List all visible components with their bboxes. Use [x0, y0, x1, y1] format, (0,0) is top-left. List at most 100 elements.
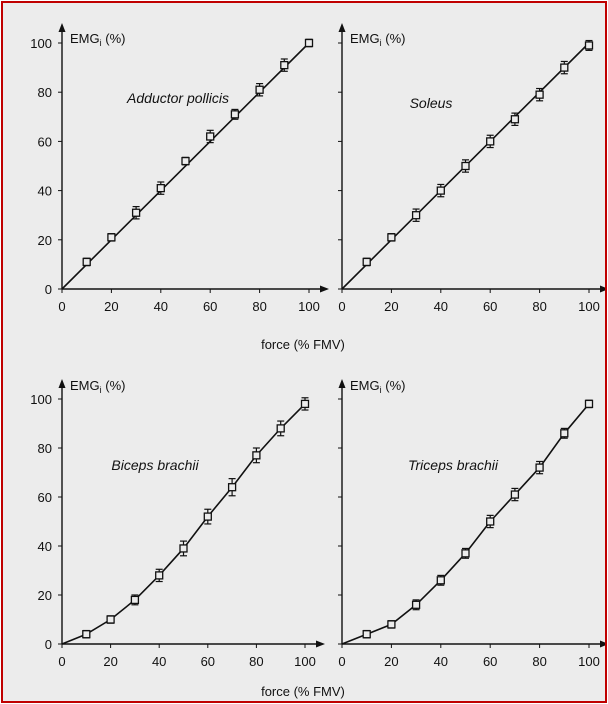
y-axis-title-sub: i: [380, 385, 382, 395]
data-point: [584, 399, 594, 409]
data-point: [436, 576, 445, 585]
data-point: [387, 620, 396, 629]
data-point: [411, 211, 421, 220]
data-point: [300, 399, 310, 409]
y-axis-title-main: EMG: [70, 31, 100, 46]
data-point: [82, 630, 91, 639]
x-tick-label: 0: [338, 299, 345, 314]
y-axis-title: EMGi (%): [350, 31, 405, 48]
y-axis-title-sub: i: [380, 38, 382, 48]
data-point: [179, 544, 188, 553]
y-tick-label: 20: [38, 588, 52, 603]
y-axis-arrow: [338, 379, 346, 388]
data-point: [156, 183, 165, 193]
y-tick-label: 0: [45, 637, 52, 652]
data-point: [535, 463, 544, 472]
y-tick-label: 60: [38, 490, 52, 505]
data-point: [252, 451, 261, 460]
data-point: [510, 115, 520, 124]
series-line: [341, 403, 590, 645]
y-axis-arrow: [58, 379, 66, 388]
x-tick-label: 20: [384, 654, 398, 669]
x-axis-arrow: [600, 285, 605, 293]
data-point: [535, 90, 544, 99]
muscle-label: Triceps brachii: [408, 457, 499, 473]
data-point: [227, 483, 237, 492]
x-tick-label: 0: [58, 299, 65, 314]
x-tick-label: 20: [104, 299, 118, 314]
chart-panel-4: 0 20 40 60 80 100 EMGi (%) Triceps brachii: [338, 378, 605, 669]
x-tick-label: 100: [578, 299, 600, 314]
data-point: [584, 41, 594, 50]
y-axis-arrow: [338, 23, 346, 32]
y-axis-title-sub: i: [100, 385, 102, 395]
data-point: [387, 233, 396, 242]
y-axis-title-unit: (%): [382, 378, 406, 393]
series-line: [61, 42, 310, 290]
data-point: [280, 60, 289, 70]
data-point: [461, 549, 470, 558]
chart-panel-1: 0 20 40 60 80 100 0 20 40 60 80 100 EMGi (%) Adductor…: [30, 23, 329, 314]
x-tick-label: 80: [532, 654, 546, 669]
data-point: [486, 517, 495, 526]
series-line: [61, 403, 306, 645]
data-point: [230, 110, 240, 119]
data-point: [560, 429, 569, 438]
x-tick-label: 20: [384, 299, 398, 314]
x-tick-label: 0: [58, 654, 65, 669]
x-axis-arrow: [600, 640, 605, 648]
y-tick-label: 40: [38, 539, 52, 554]
x-axis-arrow: [320, 285, 329, 293]
data-point: [155, 571, 164, 580]
y-tick-label: 40: [38, 184, 52, 199]
figure-canvas: force (% FMV) force (% FMV) 0 20 40 60 80 100…: [30, 23, 605, 699]
data-point: [362, 630, 371, 639]
y-axis-title-sub: i: [100, 38, 102, 48]
y-axis-title-main: EMG: [350, 378, 380, 393]
data-point: [203, 512, 212, 521]
y-tick-label: 20: [38, 233, 52, 248]
y-tick-label: 60: [38, 134, 52, 149]
y-tick-label: 80: [38, 441, 52, 456]
data-point: [276, 424, 285, 433]
y-tick-label: 80: [38, 85, 52, 100]
x-tick-label: 40: [154, 299, 168, 314]
data-point: [206, 132, 215, 141]
y-axis-title: EMGi (%): [70, 378, 125, 395]
data-point: [255, 85, 264, 94]
y-axis-title-unit: (%): [382, 31, 406, 46]
data-point: [181, 156, 190, 166]
data-point: [130, 595, 140, 605]
x-tick-label: 20: [103, 654, 117, 669]
x-tick-label: 40: [152, 654, 166, 669]
x-tick-label: 80: [532, 299, 546, 314]
x-tick-label: 80: [249, 654, 263, 669]
x-axis-title-bottom: force (% FMV): [261, 684, 345, 699]
x-tick-label: 40: [434, 654, 448, 669]
data-point: [486, 137, 495, 146]
x-tick-label: 60: [201, 654, 215, 669]
y-tick-label: 100: [30, 36, 52, 51]
data-point: [131, 208, 141, 217]
data-point: [107, 233, 116, 242]
chart-panel-2: 0 20 40 60 80 100 EMGi (%) Soleus: [338, 23, 605, 314]
x-axis-arrow: [316, 640, 325, 648]
x-tick-label: 100: [298, 299, 320, 314]
x-tick-label: 80: [252, 299, 266, 314]
data-point: [461, 161, 470, 171]
data-point: [436, 186, 445, 195]
y-axis-title-main: EMG: [70, 378, 100, 393]
muscle-label: Adductor pollicis: [126, 90, 229, 106]
x-tick-label: 60: [483, 654, 497, 669]
y-axis-title-unit: (%): [102, 31, 126, 46]
x-tick-label: 100: [578, 654, 600, 669]
data-point: [304, 38, 314, 48]
y-axis-title-unit: (%): [102, 378, 126, 393]
x-tick-label: 40: [434, 299, 448, 314]
data-point: [411, 600, 421, 609]
y-tick-label: 0: [45, 282, 52, 297]
data-point: [510, 490, 520, 499]
data-point: [82, 257, 91, 267]
x-axis-title-top: force (% FMV): [261, 337, 345, 352]
